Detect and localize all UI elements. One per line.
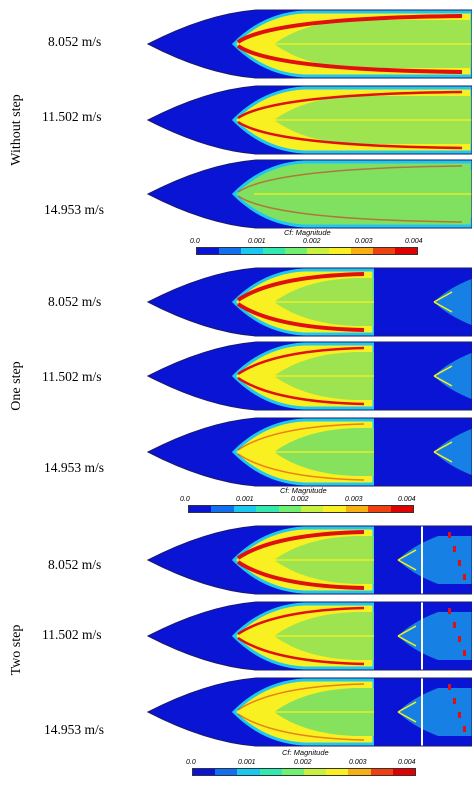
speed-label: 8.052 m/s bbox=[48, 294, 102, 309]
colorbar-segment bbox=[373, 248, 395, 254]
colorbar-segment bbox=[197, 248, 219, 254]
speed-label: 8.052 m/s bbox=[48, 34, 102, 49]
colorbar-segment bbox=[285, 248, 307, 254]
colorbar-tick: 0.0 bbox=[186, 759, 196, 766]
colorbar-segment bbox=[219, 248, 241, 254]
colorbar-tick: 0.002 bbox=[291, 496, 309, 503]
hull-contour-one-step bbox=[146, 417, 472, 487]
colorbar-segment bbox=[256, 506, 279, 512]
colorbar-segment bbox=[390, 506, 414, 512]
speed-label: 11.502 m/s bbox=[42, 109, 102, 124]
speed-label: 14.953 m/s bbox=[44, 722, 105, 737]
colorbar-segment bbox=[215, 769, 238, 775]
colorbar-tick: 0.003 bbox=[355, 238, 373, 245]
colorbar-segment bbox=[241, 248, 263, 254]
colorbar-tick: 0.0 bbox=[190, 238, 200, 245]
colorbar-segment bbox=[233, 506, 257, 512]
colorbar bbox=[192, 768, 416, 776]
colorbar bbox=[188, 505, 414, 513]
colorbar-tick: 0.002 bbox=[303, 238, 321, 245]
colorbar-tick: 0.001 bbox=[248, 238, 266, 245]
colorbar-segment bbox=[259, 769, 282, 775]
colorbar-segment bbox=[193, 769, 216, 775]
colorbar-segment bbox=[348, 769, 371, 775]
colorbar-tick: 0.004 bbox=[405, 238, 423, 245]
hull-contour-two-step bbox=[146, 677, 472, 747]
colorbar-tick: 0.004 bbox=[398, 759, 416, 766]
colorbar-tick: 0.002 bbox=[294, 759, 312, 766]
group-label-two-step: Two step bbox=[9, 624, 24, 676]
colorbar-segment bbox=[304, 769, 327, 775]
speed-label: 11.502 m/s bbox=[42, 627, 102, 642]
colorbar-segment bbox=[189, 506, 212, 512]
speed-label: 14.953 m/s bbox=[44, 202, 105, 217]
colorbar-segment bbox=[211, 506, 234, 512]
hull-contour-one-step bbox=[146, 341, 472, 411]
speed-label: 14.953 m/s bbox=[44, 460, 105, 475]
colorbar-segment bbox=[323, 506, 346, 512]
colorbar-segment bbox=[237, 769, 260, 775]
colorbar-segment bbox=[301, 506, 324, 512]
hull-contour-two-step bbox=[146, 525, 472, 595]
colorbar-segment bbox=[278, 506, 302, 512]
hull-contour-without-step bbox=[146, 85, 472, 155]
colorbar-tick: 0.001 bbox=[238, 759, 256, 766]
colorbar-segment bbox=[395, 248, 417, 254]
colorbar-segment bbox=[281, 769, 305, 775]
hull-contour-two-step bbox=[146, 601, 472, 671]
group-label-without-step: Without step bbox=[9, 94, 24, 166]
colorbar-tick: 0.001 bbox=[236, 496, 254, 503]
colorbar-segment bbox=[329, 248, 351, 254]
colorbar-segment bbox=[351, 248, 373, 254]
hull-contour-without-step bbox=[146, 9, 472, 79]
colorbar-segment bbox=[345, 506, 369, 512]
colorbar-segment bbox=[368, 506, 391, 512]
colorbar-segment bbox=[326, 769, 349, 775]
colorbar-tick: 0.003 bbox=[349, 759, 367, 766]
colorbar-segment bbox=[307, 248, 329, 254]
colorbar-title: Cf: Magnitude bbox=[284, 228, 331, 237]
colorbar-tick: 0.004 bbox=[398, 496, 416, 503]
colorbar bbox=[196, 247, 418, 255]
colorbar-segment bbox=[370, 769, 393, 775]
colorbar-tick: 0.0 bbox=[180, 496, 190, 503]
speed-label: 8.052 m/s bbox=[48, 557, 102, 572]
hull-contour-without-step bbox=[146, 159, 472, 229]
colorbar-title: Cf: Magnitude bbox=[282, 748, 329, 757]
colorbar-segment bbox=[263, 248, 285, 254]
speed-label: 11.502 m/s bbox=[42, 369, 102, 384]
hull-contour-one-step bbox=[146, 267, 472, 337]
group-label-one-step: One step bbox=[9, 361, 24, 411]
colorbar-segment bbox=[392, 769, 416, 775]
colorbar-title: Cf: Magnitude bbox=[280, 486, 327, 495]
colorbar-tick: 0.003 bbox=[345, 496, 363, 503]
